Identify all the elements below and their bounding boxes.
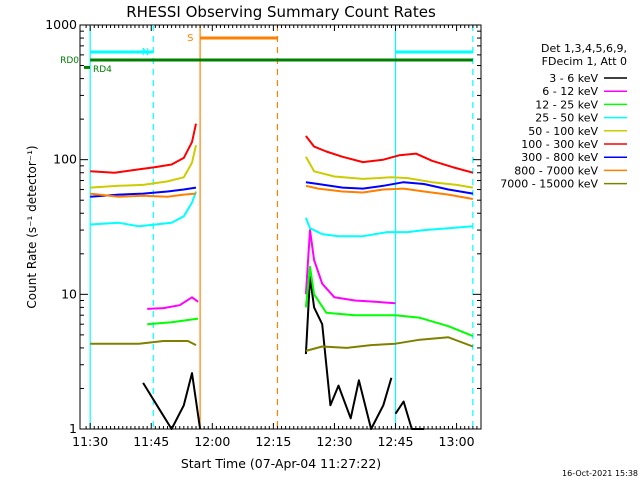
series-lines <box>90 123 474 430</box>
series-line-0-2 <box>394 400 424 430</box>
series-line-5-0 <box>90 123 197 174</box>
series-line-1-0 <box>147 296 199 310</box>
x-ticks: 11:30 11:45 12:00 12:15 12:30 12:45 13:00 <box>72 25 478 449</box>
legend-header-line-1: FDecim 1, Att 0 <box>542 55 627 68</box>
y-tick-label-0: 1 <box>69 421 77 436</box>
flag-label-s: S <box>187 33 193 44</box>
legend-label-1: 6 - 12 keV <box>542 85 598 98</box>
series-line-4-1 <box>305 156 474 189</box>
series-line-8-1 <box>305 336 474 352</box>
x-tick-label-0: 11:30 <box>72 434 108 449</box>
x-tick-label-6: 13:00 <box>439 434 475 449</box>
footer-timestamp: 16-Oct-2021 15:38 <box>562 469 638 478</box>
series-line-6-0 <box>90 186 197 198</box>
series-line-8-0 <box>90 340 197 346</box>
y-ticks: 1 10 100 1000 <box>45 17 481 436</box>
series-line-6-1 <box>305 181 474 195</box>
x-tick-label-2: 12:00 <box>194 434 230 449</box>
legend-label-8: 7000 - 15000 keV <box>500 178 598 191</box>
legend-header: Det 1,3,4,5,6,9,FDecim 1, Att 0 <box>541 42 627 68</box>
legend-label-3: 25 - 50 keV <box>535 112 598 125</box>
legend-label-7: 800 - 7000 keV <box>514 164 598 177</box>
series-line-3-0 <box>90 191 197 228</box>
flag-label-rd0: RD0 <box>60 56 79 66</box>
y-axis-label: Count Rate (s⁻¹ detector⁻¹) <box>25 145 39 308</box>
legend-label-4: 50 - 100 keV <box>528 125 598 138</box>
chart-title: RHESSI Observing Summary Count Rates <box>126 3 436 21</box>
vertical-markers <box>89 25 474 429</box>
series-line-0-1 <box>304 275 393 430</box>
flag-label-n: N <box>142 47 149 58</box>
x-tick-label-4: 12:30 <box>316 434 352 449</box>
series-line-4-0 <box>90 144 197 189</box>
series-line-5-1 <box>305 135 474 174</box>
flag-bars: N S RD0 RD4 <box>60 33 473 75</box>
x-tick-label-5: 12:45 <box>377 434 413 449</box>
legend-label-5: 100 - 300 keV <box>521 138 598 151</box>
legend-header-line-0: Det 1,3,4,5,6,9, <box>541 42 627 55</box>
series-line-0-0 <box>142 372 202 430</box>
y-tick-label-2: 100 <box>53 152 77 167</box>
y-tick-label-3: 1000 <box>45 17 77 32</box>
legend-label-0: 3 - 6 keV <box>549 72 598 85</box>
x-tick-label-3: 12:15 <box>255 434 291 449</box>
series-line-2-0 <box>147 317 199 326</box>
flag-label-rd4: RD4 <box>93 65 112 75</box>
series-line-3-1 <box>304 217 473 238</box>
series-line-2-1 <box>304 265 474 338</box>
x-axis-label: Start Time (07-Apr-04 11:27:22) <box>181 456 381 471</box>
plot-frame <box>79 24 482 430</box>
legend-label-2: 12 - 25 keV <box>535 98 598 111</box>
y-tick-label-1: 10 <box>61 286 77 301</box>
flag-marker-rd4 <box>84 65 90 69</box>
series-line-7-1 <box>305 184 474 200</box>
series-line-7-0 <box>90 192 197 198</box>
legend-label-6: 300 - 800 keV <box>521 151 598 164</box>
series-line-1-1 <box>304 229 396 305</box>
x-tick-label-1: 11:45 <box>133 434 169 449</box>
